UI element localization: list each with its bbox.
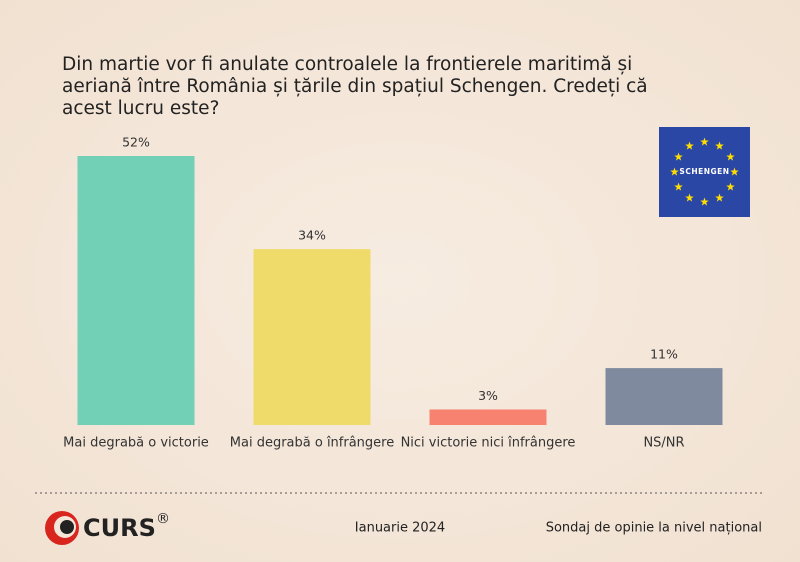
value-label: 34% xyxy=(298,228,326,243)
value-label: 11% xyxy=(650,347,678,362)
flag-star xyxy=(730,167,739,176)
x-tick-label: Mai degrabă o victorie xyxy=(63,436,209,451)
flag-star xyxy=(700,137,709,146)
flag-star xyxy=(674,182,683,191)
footer-date: Ianuarie 2024 xyxy=(355,521,445,536)
flag-stars xyxy=(670,137,739,206)
logo-mark: ® xyxy=(156,511,170,527)
badge-label: SCHENGEN xyxy=(679,167,729,176)
logo: CURS ® xyxy=(45,511,170,545)
flag-star xyxy=(670,167,679,176)
flag-star xyxy=(715,193,724,202)
flag-star xyxy=(715,141,724,150)
logo-text: CURS xyxy=(83,514,156,542)
x-tick-label: Mai degrabă o înfrângere xyxy=(230,436,394,451)
footer-source: Sondaj de opinie la nivel național xyxy=(546,521,762,536)
flag-star xyxy=(685,193,694,202)
flag-star xyxy=(726,152,735,161)
chart-title: Din martie vor fi anulate controalele la… xyxy=(62,54,648,119)
value-label: 52% xyxy=(122,135,150,150)
flag-star xyxy=(685,141,694,150)
flag-star xyxy=(726,182,735,191)
x-tick-label: Nici victorie nici înfrângere xyxy=(401,436,576,451)
bar xyxy=(253,249,371,425)
flag-star xyxy=(700,197,709,206)
logo-icon xyxy=(60,520,74,534)
value-label: 3% xyxy=(478,388,498,403)
bar xyxy=(605,368,723,425)
bar xyxy=(77,156,195,425)
badge: SCHENGEN xyxy=(659,127,750,217)
flag-star xyxy=(674,152,683,161)
x-tick-label: NS/NR xyxy=(643,436,684,451)
bar xyxy=(429,409,547,425)
